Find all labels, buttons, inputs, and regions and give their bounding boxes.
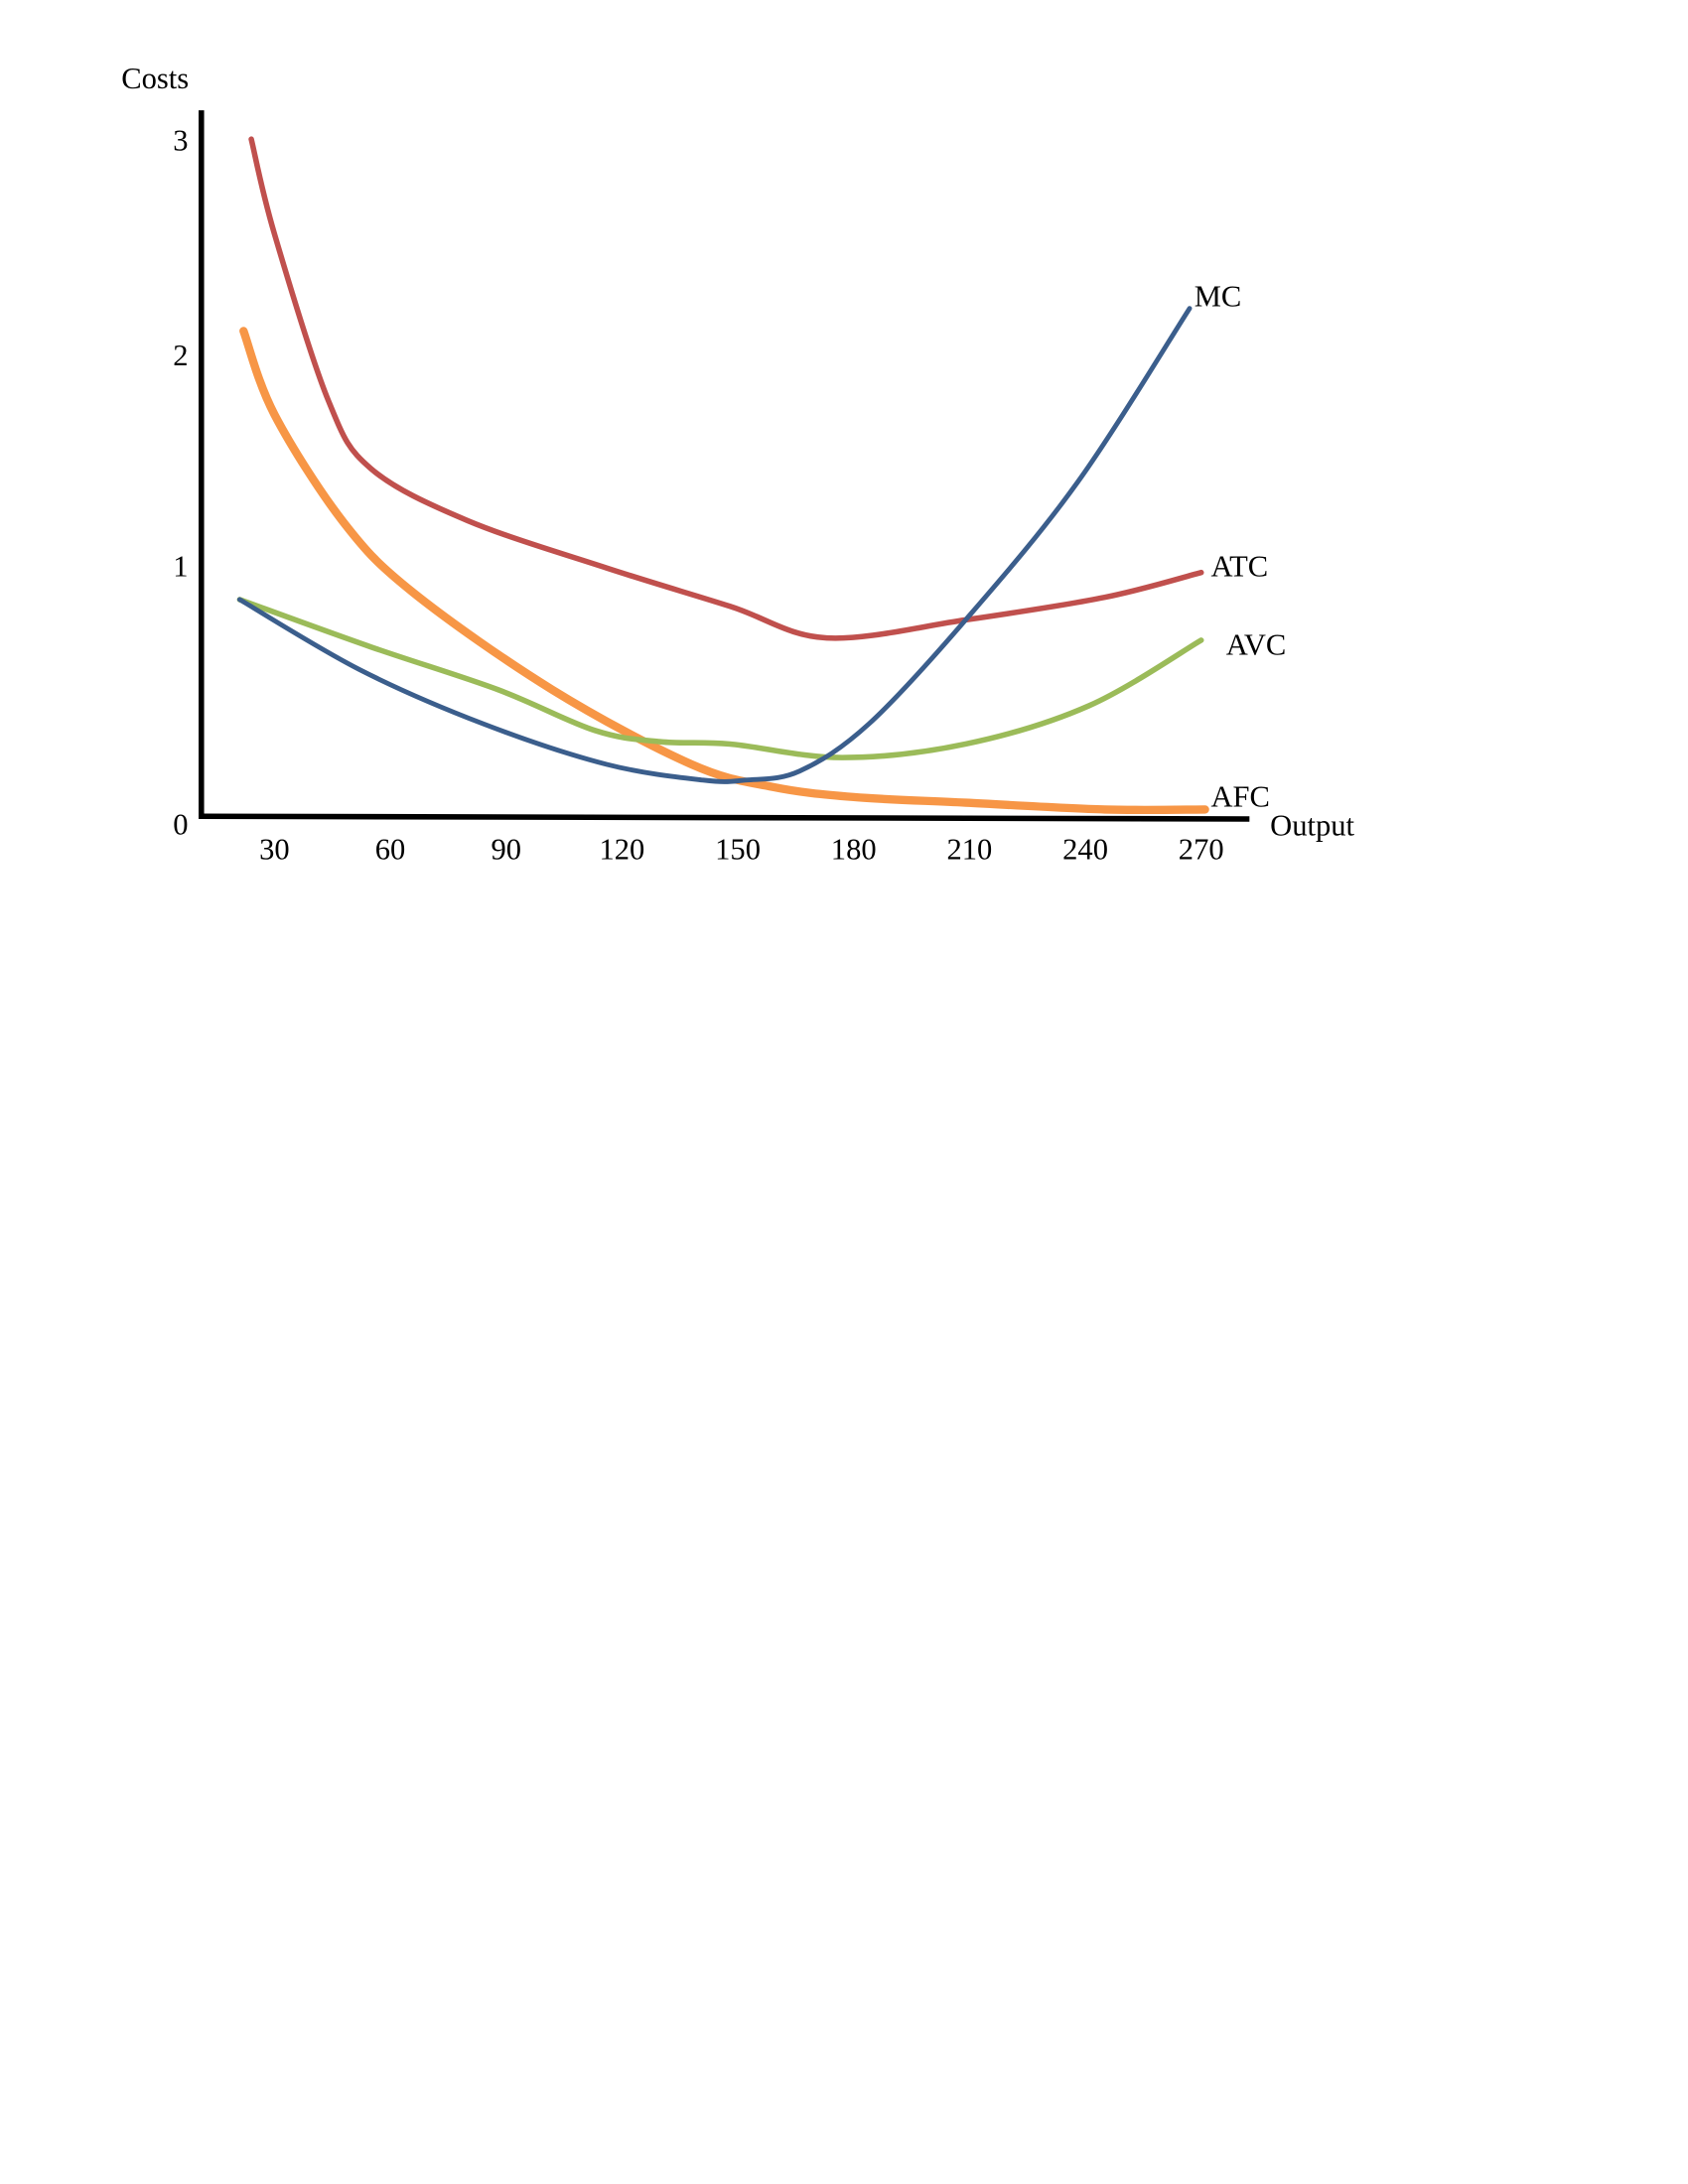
x-tick-label: 90 — [491, 832, 521, 866]
x-tick-label: 150 — [715, 832, 761, 866]
y-tick-label: 0 — [173, 807, 188, 841]
y-tick-label: 2 — [173, 339, 188, 372]
x-tick-label: 180 — [831, 832, 877, 866]
series-label-avc: AVC — [1226, 628, 1287, 662]
series-line-atc — [248, 136, 1204, 641]
x-tick-label: 120 — [599, 832, 644, 866]
series-label-afc: AFC — [1210, 780, 1269, 814]
y-tick-label: 3 — [173, 123, 188, 157]
series-label-atc: ATC — [1210, 550, 1268, 584]
x-axis — [198, 813, 1250, 822]
series-line-afc — [239, 327, 1209, 815]
series-line-avc — [236, 597, 1204, 760]
x-tick-label: 270 — [1179, 832, 1224, 866]
x-tick-label: 240 — [1062, 832, 1108, 866]
y-axis-label: Costs — [121, 62, 189, 95]
series-label-mc: MC — [1195, 279, 1242, 313]
x-tick-label: 30 — [259, 832, 290, 866]
x-tick-label: 60 — [375, 832, 406, 866]
x-tick-label: 210 — [946, 832, 992, 866]
y-tick-label: 1 — [173, 550, 188, 584]
x-axis-label: Output — [1270, 809, 1354, 843]
series-line-mc — [236, 306, 1193, 784]
